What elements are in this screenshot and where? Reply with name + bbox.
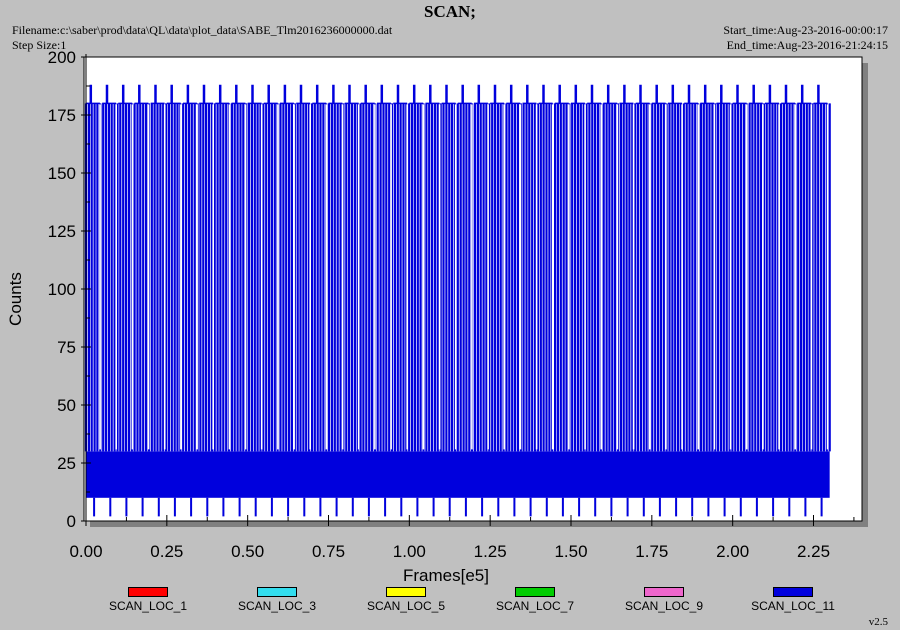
x-tick-label: 1.00 bbox=[393, 542, 426, 561]
legend-swatch bbox=[773, 587, 813, 597]
filename-text: Filename:c:\saber\prod\data\QL\data\plot… bbox=[12, 23, 393, 37]
legend-swatch bbox=[515, 587, 555, 597]
legend-label: SCAN_LOC_11 bbox=[751, 599, 835, 613]
legend-label: SCAN_LOC_5 bbox=[366, 599, 446, 613]
series-band-scan-loc-11 bbox=[86, 451, 830, 498]
y-tick-label: 50 bbox=[57, 396, 76, 415]
x-tick-label: 0.00 bbox=[69, 542, 102, 561]
y-tick-label: 0 bbox=[67, 512, 76, 531]
legend-label: SCAN_LOC_9 bbox=[624, 599, 704, 613]
x-tick-label: 0.50 bbox=[231, 542, 264, 561]
y-axis-label: Counts bbox=[6, 272, 25, 326]
x-axis-label: Frames[e5] bbox=[403, 566, 489, 585]
legend-label: SCAN_LOC_7 bbox=[495, 599, 575, 613]
y-tick-label: 200 bbox=[48, 48, 76, 67]
legend-label: SCAN_LOC_1 bbox=[108, 599, 188, 613]
x-tick-label: 1.25 bbox=[474, 542, 507, 561]
legend-swatch bbox=[257, 587, 297, 597]
x-tick-label: 2.00 bbox=[716, 542, 749, 561]
start-time-text: Start_time:Aug-23-2016-00:00:17 bbox=[723, 23, 888, 37]
y-tick-label: 175 bbox=[48, 106, 76, 125]
series-gaps-scan-loc-11 bbox=[99, 104, 829, 450]
step-size-text: Step Size:1 bbox=[12, 38, 67, 52]
y-tick-label: 25 bbox=[57, 454, 76, 473]
y-tick-label: 125 bbox=[48, 222, 76, 241]
legend-swatch bbox=[128, 587, 168, 597]
version-text: v2.5 bbox=[868, 616, 888, 628]
legend-label: SCAN_LOC_3 bbox=[237, 599, 317, 613]
y-tick-label: 100 bbox=[48, 280, 76, 299]
series-low-spikes-scan-loc-11 bbox=[93, 497, 823, 517]
y-tick-label: 150 bbox=[48, 164, 76, 183]
y-tick-label: 75 bbox=[57, 338, 76, 357]
x-tick-label: 1.50 bbox=[554, 542, 587, 561]
chart-title: SCAN; bbox=[424, 2, 476, 21]
x-tick-label: 2.25 bbox=[797, 542, 830, 561]
x-tick-label: 0.75 bbox=[312, 542, 345, 561]
legend-swatch bbox=[386, 587, 426, 597]
x-tick-label: 1.75 bbox=[635, 542, 668, 561]
x-tick-label: 0.25 bbox=[150, 542, 183, 561]
series-peaks-scan-loc-11 bbox=[89, 84, 820, 104]
end-time-text: End_time:Aug-23-2016-21:24:15 bbox=[726, 38, 888, 52]
legend-swatch bbox=[644, 587, 684, 597]
